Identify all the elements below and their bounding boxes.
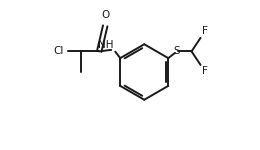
- Text: S: S: [173, 46, 180, 56]
- Text: O: O: [101, 10, 109, 20]
- Text: NH: NH: [98, 40, 113, 50]
- Text: F: F: [202, 26, 208, 36]
- Text: F: F: [202, 66, 208, 76]
- Text: Cl: Cl: [54, 46, 64, 56]
